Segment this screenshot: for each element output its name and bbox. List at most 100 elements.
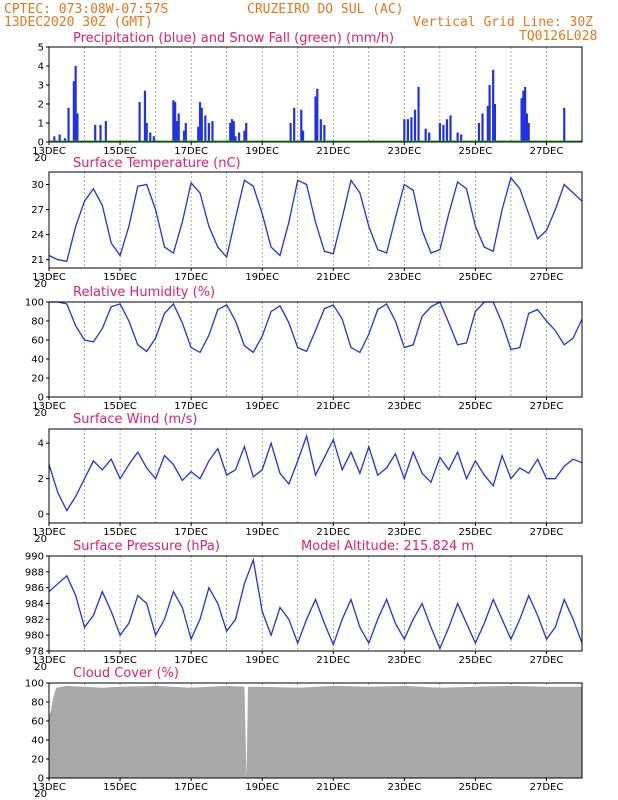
series-line-3 — [49, 301, 583, 354]
x-tick-label: 27DEC — [530, 527, 564, 538]
y-tick-label: 60 — [31, 336, 44, 347]
plot-frame — [48, 171, 583, 269]
y-tick-label: 4 — [38, 439, 44, 450]
x-tick-label: 19DEC — [245, 782, 279, 793]
x-year-stub: 20 — [34, 408, 47, 419]
plot-frame — [48, 46, 583, 143]
x-tick-label: 23DEC — [387, 782, 421, 793]
precip-bar — [238, 132, 241, 142]
precip-bar — [230, 119, 234, 142]
y-tick-label: 24 — [31, 230, 44, 241]
series-line-5 — [48, 557, 583, 651]
precip-bar — [493, 104, 497, 142]
precip-bar — [76, 113, 79, 142]
precip-bar — [456, 132, 459, 142]
x-tick-label: 23DEC — [387, 272, 421, 283]
x-tick-label: 19DEC — [245, 655, 279, 666]
precip-bar — [172, 100, 175, 142]
precip-bar — [138, 102, 141, 142]
precip-bar — [481, 113, 484, 142]
precip-bar — [211, 121, 214, 142]
x-tick-label: 27DEC — [530, 401, 564, 412]
panel-6: 0 20 40 60 80 100 13DEC 15DEC 17DEC 19DEC 21DEC 23D… — [25, 666, 583, 800]
precip-bar — [184, 123, 187, 142]
precip-bar — [488, 85, 491, 142]
precip-bar — [207, 123, 210, 142]
y-tick-label: 100 — [25, 298, 44, 309]
plot-frame — [48, 555, 583, 652]
x-tick-label: 17DEC — [174, 146, 208, 157]
x-tick-label: 13DEC — [32, 655, 66, 666]
precip-bar — [174, 102, 177, 142]
y-tick-label: 1 — [38, 119, 44, 130]
panels: 0 1 2 3 4 5 13DEC 15DEC 17DEC 19DEC 21DEC 23DEC 25DE… — [25, 31, 583, 800]
x-tick-label: 27DEC — [530, 146, 564, 157]
precip-bar — [67, 107, 70, 142]
panel-title: Relative Humidity (%) — [73, 285, 215, 300]
precip-bar — [197, 126, 200, 142]
precip-bar — [300, 109, 303, 142]
precip-bar — [413, 109, 417, 142]
x-year-stub: 20 — [34, 662, 47, 673]
panel-3: 0 20 40 60 80 100 13DEC 15DEC 17DEC 19DEC 21DEC 23D… — [25, 285, 583, 419]
y-tick-label: 984 — [25, 599, 44, 610]
precip-bar — [177, 113, 180, 142]
precip-bar — [316, 88, 319, 142]
x-tick-label: 15DEC — [103, 655, 137, 666]
x-year-stub: 20 — [34, 279, 47, 290]
x-tick-label: 21DEC — [316, 782, 350, 793]
y-tick-label: 5 — [38, 43, 44, 54]
x-tick-label: 19DEC — [245, 272, 279, 283]
precip-bar — [152, 136, 155, 142]
precip-bar — [72, 81, 75, 142]
panel-title: Surface Pressure (hPa) — [73, 539, 220, 554]
y-tick-label: 80 — [31, 317, 44, 328]
y-tick-label: 3 — [38, 81, 44, 92]
series-line-4 — [48, 433, 583, 512]
panel-1: 0 1 2 3 4 5 13DEC 15DEC 17DEC 19DEC 21DEC 23DEC 25DE… — [32, 31, 583, 164]
precip-bar — [323, 124, 326, 142]
x-tick-label: 23DEC — [387, 655, 421, 666]
precip-bar — [492, 69, 495, 142]
precip-bar — [204, 115, 207, 142]
precip-bar — [417, 86, 420, 142]
x-year-stub: 20 — [34, 153, 47, 164]
precip-bar — [403, 119, 406, 142]
x-tick-label: 13DEC — [32, 146, 66, 157]
panel-2: 21 24 27 30 13DEC 15DEC 17DEC 19DEC 21DEC 23DEC 25… — [31, 156, 583, 290]
precip-bar — [245, 123, 248, 142]
x-tick-label: 17DEC — [174, 527, 208, 538]
y-tick-label: 0 — [38, 774, 44, 785]
x-tick-label: 15DEC — [103, 401, 137, 412]
x-tick-label: 17DEC — [174, 401, 208, 412]
x-tick-label: 13DEC — [32, 272, 66, 283]
precip-bar — [232, 121, 235, 142]
y-tick-label: 4 — [38, 62, 44, 73]
precip-bar — [442, 124, 445, 142]
precip-bar — [445, 119, 449, 142]
precip-bar — [449, 115, 452, 142]
y-tick-label: 30 — [31, 180, 44, 191]
x-tick-label: 13DEC — [32, 782, 66, 793]
panel-title: Cloud Cover (%) — [73, 666, 179, 681]
series-line-2 — [48, 176, 583, 263]
x-tick-label: 17DEC — [174, 272, 208, 283]
x-tick-label: 13DEC — [32, 401, 66, 412]
y-tick-label: 982 — [25, 615, 44, 626]
x-tick-label: 17DEC — [174, 655, 208, 666]
precip-bar — [477, 123, 481, 142]
x-tick-label: 15DEC — [103, 527, 137, 538]
header-location-coords: CPTEC: 073:08W-07:57S — [4, 2, 168, 17]
precip-bar — [74, 66, 77, 142]
precip-bar — [58, 134, 61, 142]
panel-title: Precipitation (blue) and Snow Fall (gree… — [73, 31, 394, 46]
y-tick-label: 980 — [25, 631, 44, 642]
y-tick-label: 60 — [31, 717, 44, 728]
header-grid-note: Vertical Grid Line: 30Z — [413, 15, 593, 30]
x-tick-label: 25DEC — [459, 655, 493, 666]
precip-bar — [563, 107, 566, 142]
x-tick-label: 27DEC — [530, 782, 564, 793]
y-tick-label: 990 — [25, 552, 44, 563]
precip-bar — [293, 107, 296, 142]
